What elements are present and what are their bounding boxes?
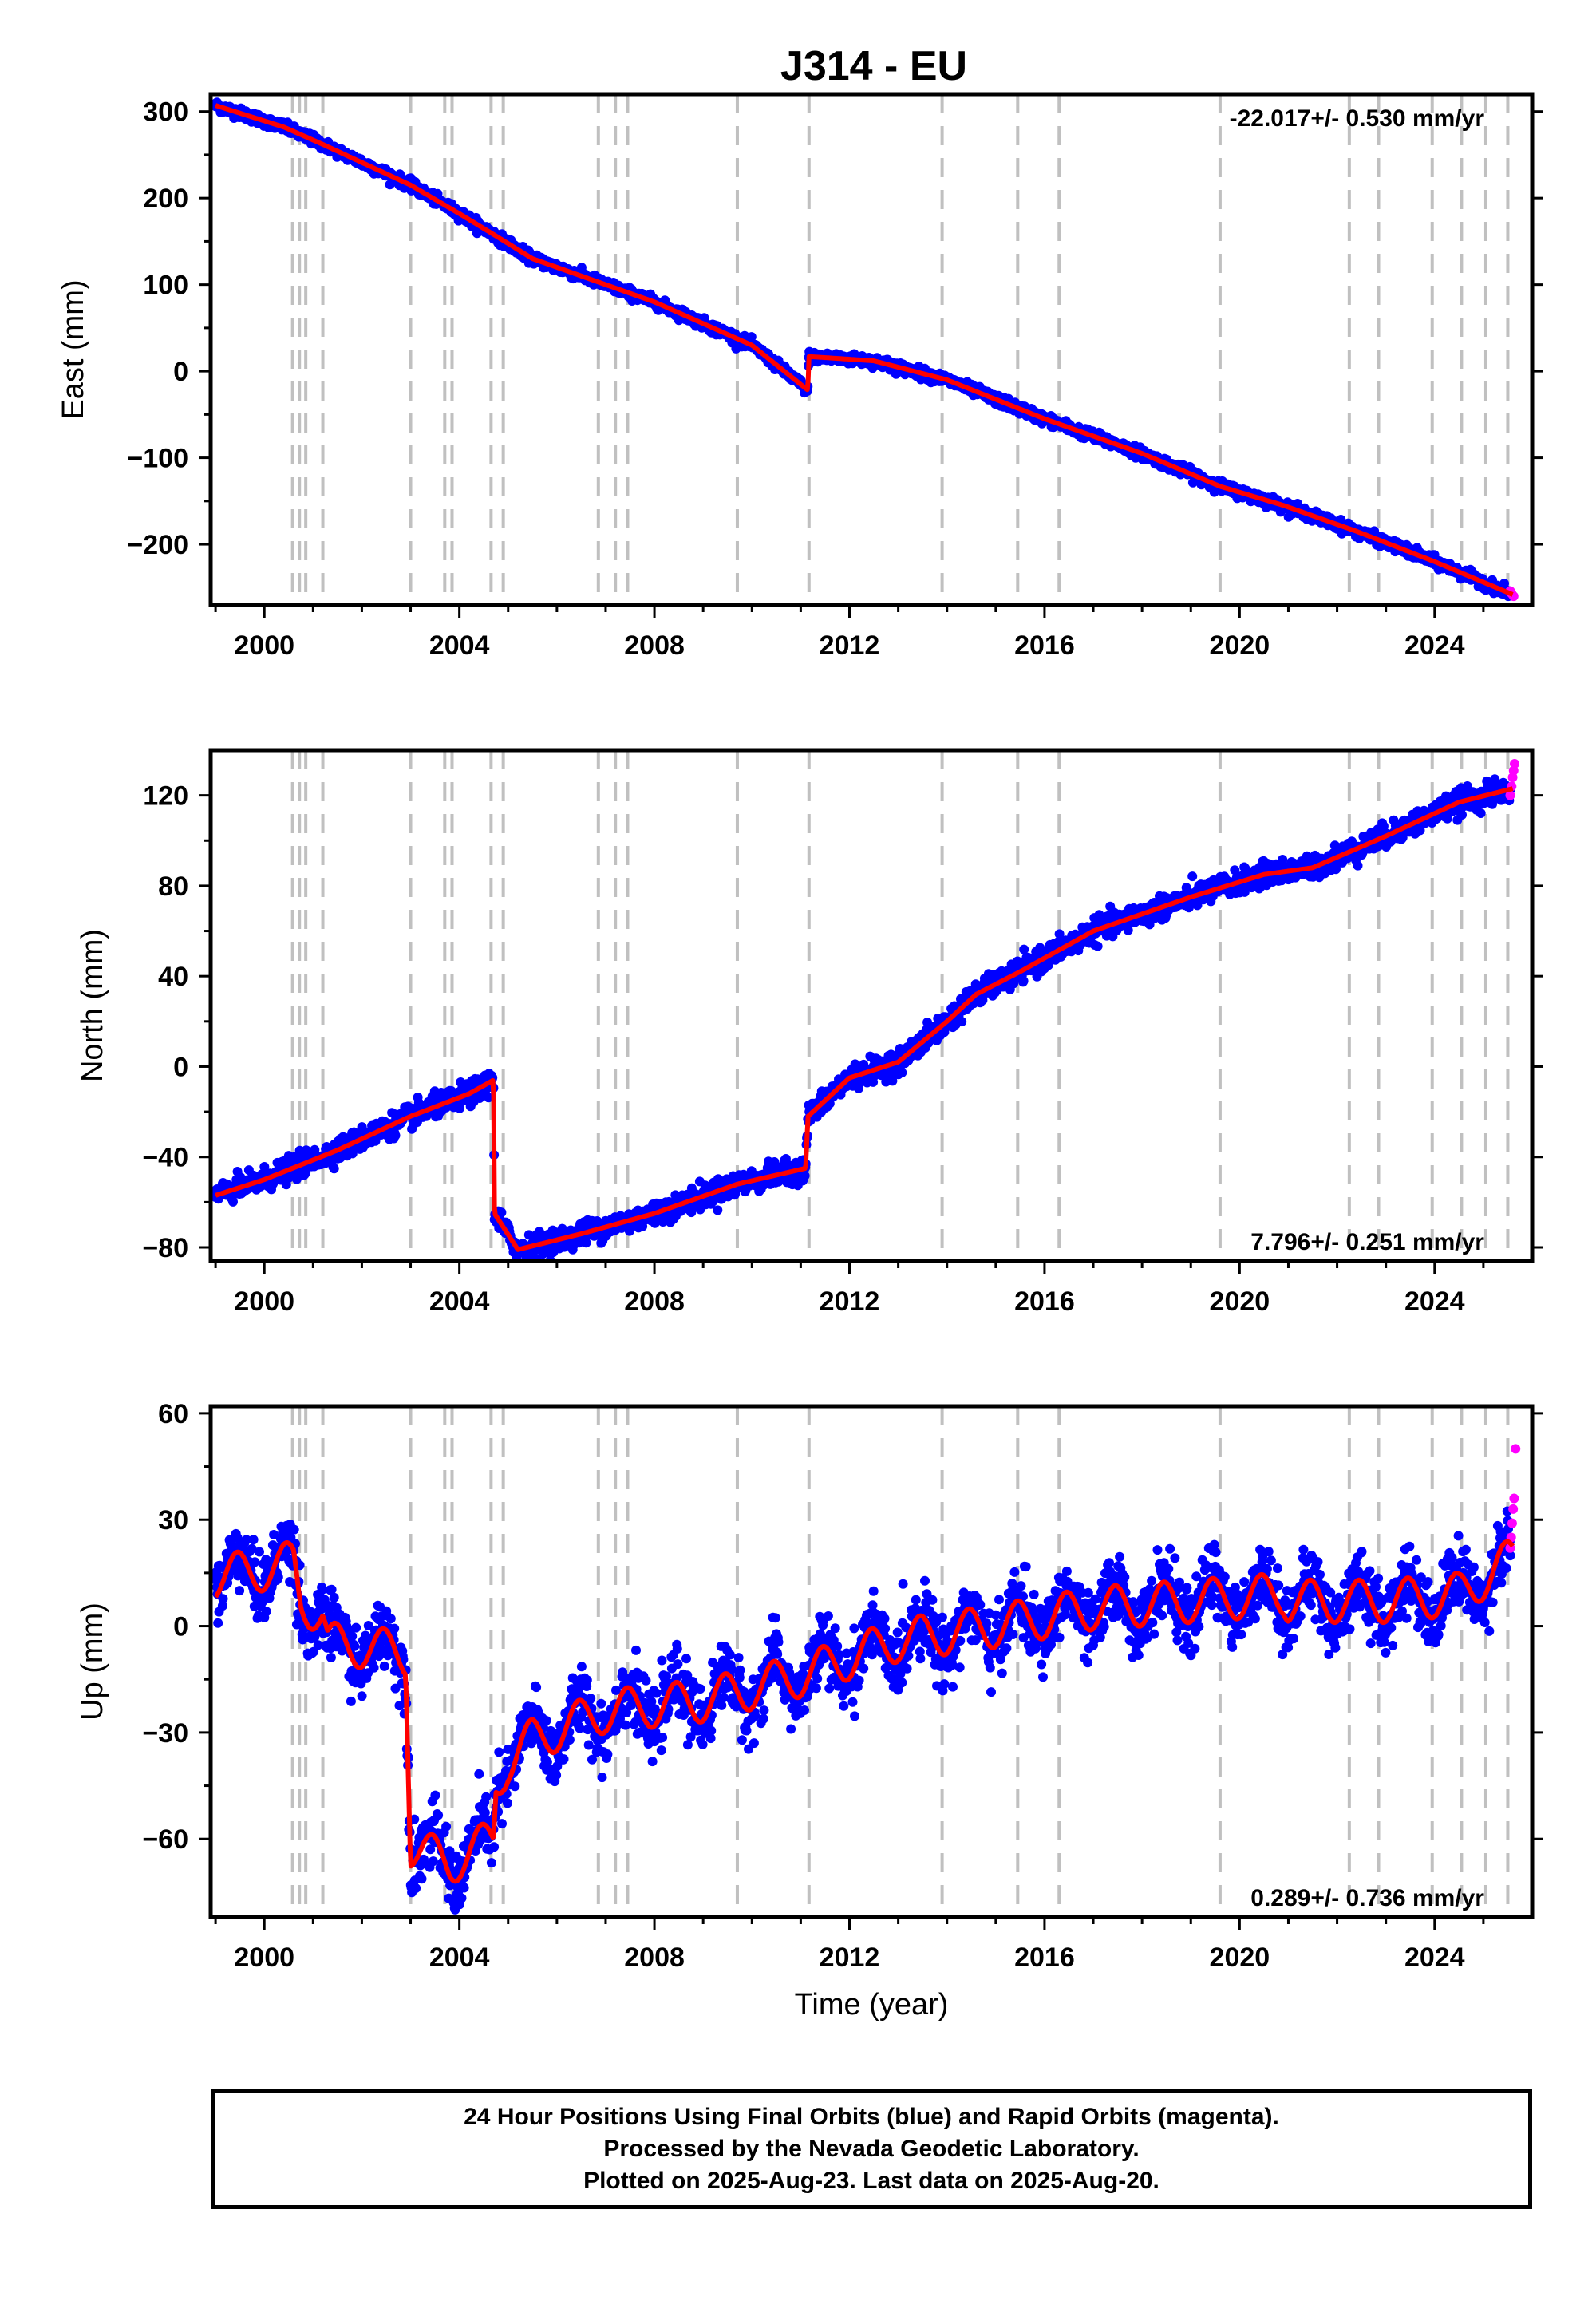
- data-point: [1018, 976, 1029, 986]
- data-point: [390, 1130, 401, 1140]
- final-orbit-points: [211, 774, 1515, 1261]
- final-orbit-points: [211, 97, 1515, 602]
- data-point: [957, 1017, 967, 1027]
- y-tick-label: −200: [127, 530, 188, 560]
- y-tick-label: 100: [143, 271, 188, 301]
- y-tick-label: −100: [127, 444, 188, 474]
- plot-area: [211, 94, 1519, 605]
- y-tick-label: 300: [143, 97, 188, 128]
- data-point: [1187, 871, 1198, 882]
- x-tick-label: 2016: [1014, 630, 1075, 661]
- data-point: [1092, 941, 1103, 951]
- x-tick-label: 2008: [624, 630, 685, 661]
- x-tick-label: 2000: [234, 630, 294, 661]
- x-tick-label: 2004: [429, 630, 490, 661]
- chart-title: J314 - EU: [780, 43, 967, 89]
- y-tick-label: 200: [143, 184, 188, 214]
- data-point: [329, 1164, 339, 1174]
- x-tick-label: 2012: [820, 630, 880, 661]
- y-tick-label: 0: [173, 357, 188, 387]
- x-tick-label: 2020: [1210, 630, 1270, 661]
- data-point: [800, 1171, 810, 1181]
- plot-area: [211, 750, 1520, 1261]
- panel-1: 300 200 100 0 −100 −200 2000 2004 2008 2012 2016 20…: [57, 92, 1543, 661]
- velocity-label: -22.017+/- 0.530 mm/yr: [1230, 105, 1485, 132]
- x-tick-label: 2024: [1404, 630, 1465, 661]
- data-point: [897, 1068, 907, 1077]
- data-point: [713, 1205, 723, 1215]
- y-axis-title: East (mm): [57, 279, 90, 419]
